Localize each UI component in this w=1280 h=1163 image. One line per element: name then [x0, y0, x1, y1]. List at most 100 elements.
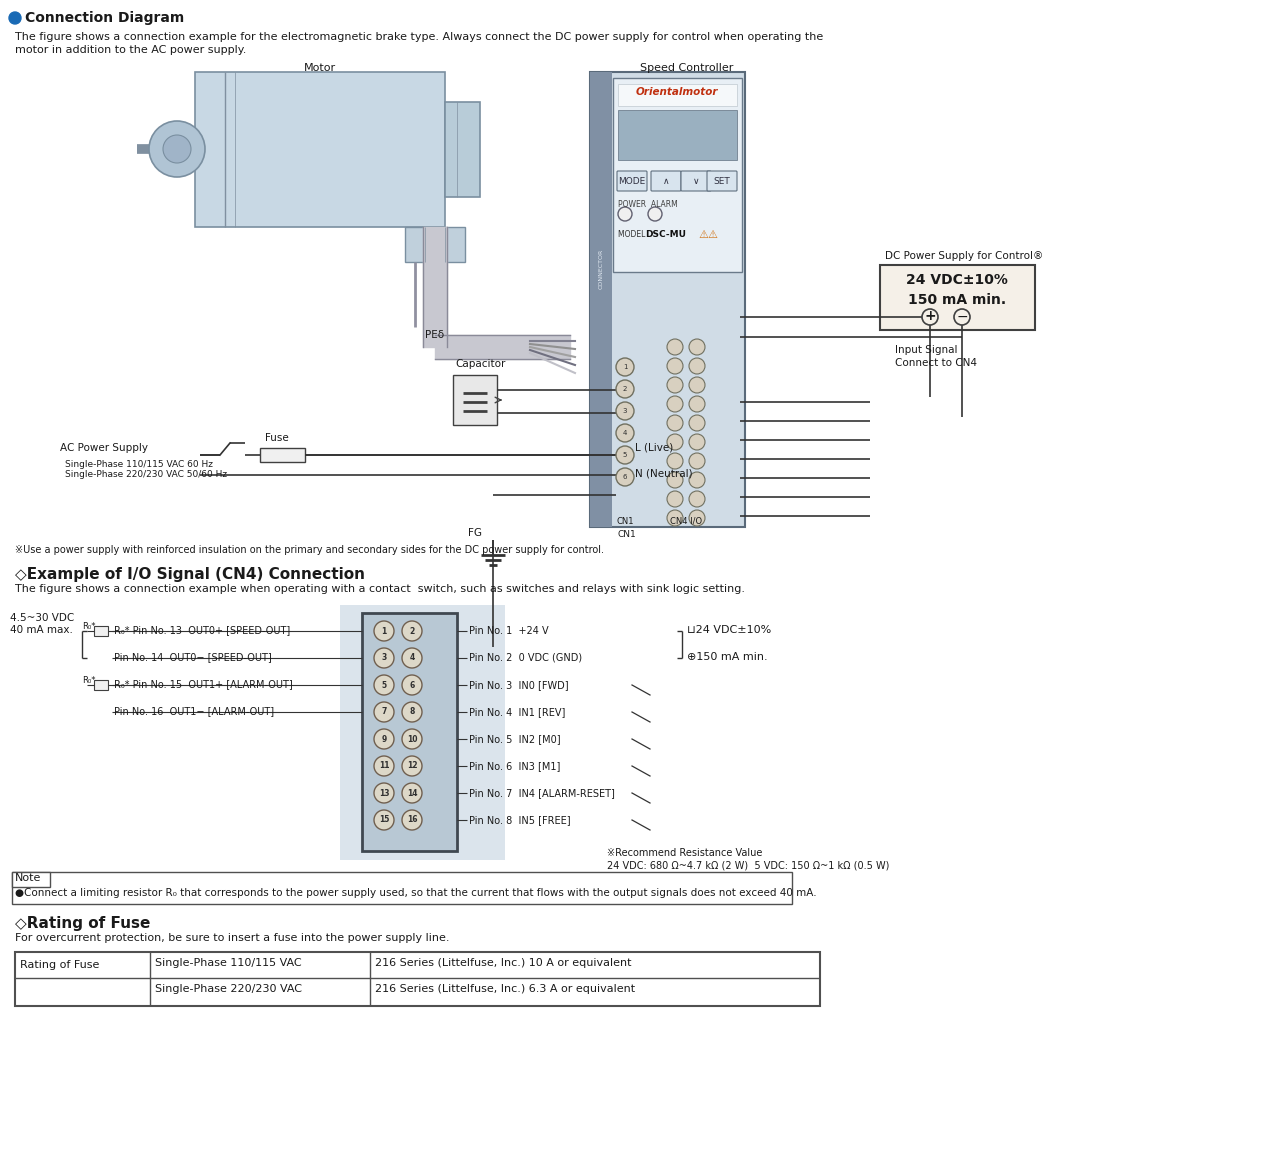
Bar	[340, 605, 506, 859]
Circle shape	[667, 338, 684, 355]
Text: Pin No. 3  IN0 [FWD]: Pin No. 3 IN0 [FWD]	[468, 680, 568, 690]
Circle shape	[402, 783, 422, 802]
Text: −: −	[956, 311, 968, 324]
Bar	[618, 110, 737, 160]
Text: 6: 6	[410, 680, 415, 690]
Text: N (Neutral): N (Neutral)	[635, 469, 692, 479]
Text: Connection Diagram: Connection Diagram	[26, 10, 184, 24]
Text: R₀*: R₀*	[82, 622, 96, 632]
Text: CONNECTOR: CONNECTOR	[599, 249, 603, 290]
Circle shape	[148, 121, 205, 177]
Circle shape	[374, 729, 394, 749]
Circle shape	[402, 702, 422, 722]
Text: 11: 11	[379, 762, 389, 771]
Text: FG: FG	[468, 528, 483, 538]
Circle shape	[667, 511, 684, 526]
Circle shape	[689, 434, 705, 450]
Bar	[93, 680, 108, 690]
Bar	[590, 72, 612, 527]
Text: ●Connect a limiting resistor R₀ that corresponds to the power supply used, so th: ●Connect a limiting resistor R₀ that cor…	[15, 889, 817, 898]
Text: 10: 10	[407, 735, 417, 743]
Text: Pin No. 6  IN3 [M1]: Pin No. 6 IN3 [M1]	[468, 761, 561, 771]
Text: 216 Series (Littelfuse, Inc.) 10 A or equivalent: 216 Series (Littelfuse, Inc.) 10 A or eq…	[375, 958, 631, 968]
Circle shape	[616, 402, 634, 420]
Text: CN1: CN1	[617, 530, 636, 538]
FancyBboxPatch shape	[652, 171, 681, 191]
Circle shape	[616, 445, 634, 464]
Circle shape	[616, 380, 634, 398]
Bar	[881, 265, 1036, 330]
Text: Pin No. 16  OUT1− [ALARM-OUT]: Pin No. 16 OUT1− [ALARM-OUT]	[114, 706, 274, 716]
Circle shape	[689, 491, 705, 507]
Text: Pin No. 14  OUT0− [SPEED-OUT]: Pin No. 14 OUT0− [SPEED-OUT]	[114, 652, 271, 662]
Bar	[12, 872, 792, 904]
Text: ⊔24 VDC±10%: ⊔24 VDC±10%	[687, 625, 772, 635]
Circle shape	[922, 309, 938, 324]
Text: Single-Phase 110/115 VAC 60 Hz
Single-Phase 220/230 VAC 50/60 Hz: Single-Phase 110/115 VAC 60 Hz Single-Ph…	[65, 461, 227, 479]
Circle shape	[667, 454, 684, 469]
Text: ∨: ∨	[692, 177, 699, 186]
Text: 3: 3	[381, 654, 387, 663]
Text: motor in addition to the AC power supply.: motor in addition to the AC power supply…	[15, 45, 246, 55]
Bar	[12, 872, 50, 887]
FancyBboxPatch shape	[195, 72, 445, 227]
Circle shape	[163, 135, 191, 163]
Circle shape	[374, 756, 394, 776]
Circle shape	[402, 675, 422, 695]
Text: For overcurrent protection, be sure to insert a fuse into the power supply line.: For overcurrent protection, be sure to i…	[15, 933, 449, 943]
Bar	[93, 626, 108, 636]
Circle shape	[374, 783, 394, 802]
Circle shape	[954, 309, 970, 324]
Text: Input Signal: Input Signal	[895, 345, 957, 355]
Text: 15: 15	[379, 815, 389, 825]
Circle shape	[402, 648, 422, 668]
Text: Motor: Motor	[303, 63, 337, 73]
Text: 2: 2	[623, 386, 627, 392]
Text: 3: 3	[623, 408, 627, 414]
Circle shape	[374, 648, 394, 668]
Text: ∧: ∧	[663, 177, 669, 186]
Bar	[260, 448, 305, 462]
Bar	[453, 374, 497, 424]
Text: PEδ: PEδ	[425, 330, 444, 340]
Bar	[15, 952, 820, 1006]
Text: 40 mA max.: 40 mA max.	[10, 625, 73, 635]
Text: MODEL: MODEL	[618, 230, 648, 240]
Text: Speed Controller: Speed Controller	[640, 63, 733, 73]
Text: Fuse: Fuse	[265, 433, 289, 443]
Text: 4: 4	[410, 654, 415, 663]
FancyBboxPatch shape	[404, 227, 465, 262]
Text: 1: 1	[381, 627, 387, 635]
Text: CN4 I/O: CN4 I/O	[669, 518, 701, 526]
Text: 4.5~30 VDC: 4.5~30 VDC	[10, 613, 74, 623]
Text: CN1: CN1	[616, 518, 634, 526]
Circle shape	[689, 472, 705, 488]
Text: ◇Rating of Fuse: ◇Rating of Fuse	[15, 916, 150, 932]
FancyBboxPatch shape	[617, 171, 646, 191]
Circle shape	[667, 415, 684, 431]
Text: ※Recommend Resistance Value: ※Recommend Resistance Value	[607, 848, 763, 858]
Circle shape	[689, 338, 705, 355]
Text: 14: 14	[407, 789, 417, 798]
Text: Pin No. 7  IN4 [ALARM-RESET]: Pin No. 7 IN4 [ALARM-RESET]	[468, 789, 614, 798]
Circle shape	[689, 454, 705, 469]
Circle shape	[667, 434, 684, 450]
Text: 216 Series (Littelfuse, Inc.) 6.3 A or equivalent: 216 Series (Littelfuse, Inc.) 6.3 A or e…	[375, 984, 635, 994]
Text: Pin No. 1  +24 V: Pin No. 1 +24 V	[468, 626, 549, 636]
Text: 5: 5	[381, 680, 387, 690]
Text: 2: 2	[410, 627, 415, 635]
Circle shape	[648, 207, 662, 221]
Circle shape	[374, 621, 394, 641]
Text: 13: 13	[379, 789, 389, 798]
Circle shape	[689, 511, 705, 526]
Circle shape	[402, 621, 422, 641]
Text: L (Live): L (Live)	[635, 443, 673, 454]
FancyBboxPatch shape	[613, 78, 742, 272]
Text: 16: 16	[407, 815, 417, 825]
Circle shape	[374, 675, 394, 695]
Text: Pin No. 4  IN1 [REV]: Pin No. 4 IN1 [REV]	[468, 707, 566, 718]
Text: Pin No. 8  IN5 [FREE]: Pin No. 8 IN5 [FREE]	[468, 815, 571, 825]
Text: 12: 12	[407, 762, 417, 771]
Text: 9: 9	[381, 735, 387, 743]
Text: ⊕150 mA min.: ⊕150 mA min.	[687, 652, 768, 662]
